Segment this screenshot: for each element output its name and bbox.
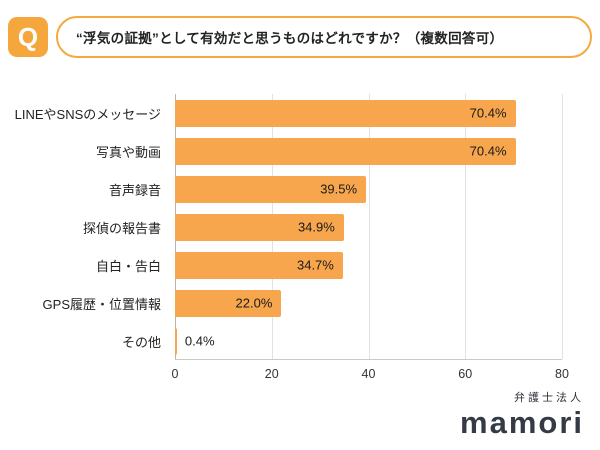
axis-tick-label: 60 bbox=[458, 367, 473, 381]
chart-row: 自白・告白 34.7% bbox=[10, 246, 562, 284]
category-label: 探偵の報告書 bbox=[82, 220, 161, 236]
category-label: LINEやSNSのメッセージ bbox=[14, 106, 161, 122]
chart-row: 音声録音 39.5% bbox=[10, 170, 562, 208]
value-label: 22.0% bbox=[235, 295, 273, 311]
company-logo: 弁護士法人 mamori bbox=[460, 389, 584, 440]
logo-subtitle: 弁護士法人 bbox=[514, 392, 584, 405]
category-label: 写真や動画 bbox=[95, 144, 161, 160]
value-label: 0.4% bbox=[184, 333, 215, 349]
bar-track: 34.7% bbox=[175, 251, 562, 279]
bar: 70.4% bbox=[175, 99, 516, 127]
category-label: GPS履歴・位置情報 bbox=[42, 296, 161, 312]
bar-chart: LINEやSNSのメッセージ 70.4% 写真や動画 70.4% 音声録音 39.5% 探偵… bbox=[10, 94, 569, 386]
gridline bbox=[562, 94, 563, 359]
question-badge: Q bbox=[8, 17, 48, 57]
chart-row: 写真や動画 70.4% bbox=[10, 132, 562, 170]
bar-track: 34.9% bbox=[175, 213, 562, 241]
chart-row: 探偵の報告書 34.9% bbox=[10, 208, 562, 246]
value-label: 70.4% bbox=[469, 105, 507, 121]
bar: 34.9% bbox=[175, 213, 344, 241]
value-label: 34.7% bbox=[296, 257, 334, 273]
axis-tick-label: 20 bbox=[264, 367, 279, 381]
chart-plot-area: LINEやSNSのメッセージ 70.4% 写真や動画 70.4% 音声録音 39.5% 探偵… bbox=[10, 94, 563, 360]
bar-track: 22.0% bbox=[175, 289, 562, 317]
bar-track: 39.5% bbox=[175, 175, 562, 203]
chart-row: LINEやSNSのメッセージ 70.4% bbox=[10, 94, 562, 132]
chart-row: その他 0.4% bbox=[10, 322, 562, 360]
gridline bbox=[465, 94, 467, 359]
logo-wordmark: mamori bbox=[460, 405, 584, 441]
axis-spacer bbox=[10, 360, 175, 386]
value-label: 39.5% bbox=[320, 181, 358, 197]
value-label: 34.9% bbox=[297, 219, 335, 235]
x-axis: 0 20 40 60 80 bbox=[10, 360, 569, 386]
category-label: 音声録音 bbox=[108, 182, 161, 198]
category-label: その他 bbox=[121, 334, 161, 350]
question-header: Q “浮気の証拠”として有効だと思うものはどれですか？（複数回答可） bbox=[8, 16, 592, 58]
bar: 22.0% bbox=[175, 289, 282, 317]
axis-tick-labels: 0 20 40 60 80 bbox=[171, 360, 569, 386]
chart-row: GPS履歴・位置情報 22.0% bbox=[10, 284, 562, 322]
bar: 39.5% bbox=[175, 175, 367, 203]
question-text: “浮気の証拠”として有効だと思うものはどれですか？（複数回答可） bbox=[76, 31, 504, 46]
bar-track: 70.4% bbox=[175, 99, 562, 127]
question-bubble: “浮気の証拠”として有効だと思うものはどれですか？（複数回答可） bbox=[56, 16, 592, 58]
bar: 70.4% bbox=[175, 137, 516, 165]
axis-tick-label: 80 bbox=[555, 367, 569, 381]
axis-tick-label: 0 bbox=[171, 367, 179, 381]
gridline bbox=[368, 94, 370, 359]
bar-track: 0.4% bbox=[175, 327, 562, 355]
bar-track: 70.4% bbox=[175, 137, 562, 165]
bar: 34.7% bbox=[175, 251, 343, 279]
bar bbox=[175, 327, 177, 355]
value-label: 70.4% bbox=[469, 143, 507, 159]
chart-rows: LINEやSNSのメッセージ 70.4% 写真や動画 70.4% 音声録音 39.5% 探偵… bbox=[10, 94, 562, 360]
axis-tick-label: 40 bbox=[361, 367, 376, 381]
category-label: 自白・告白 bbox=[95, 258, 161, 274]
